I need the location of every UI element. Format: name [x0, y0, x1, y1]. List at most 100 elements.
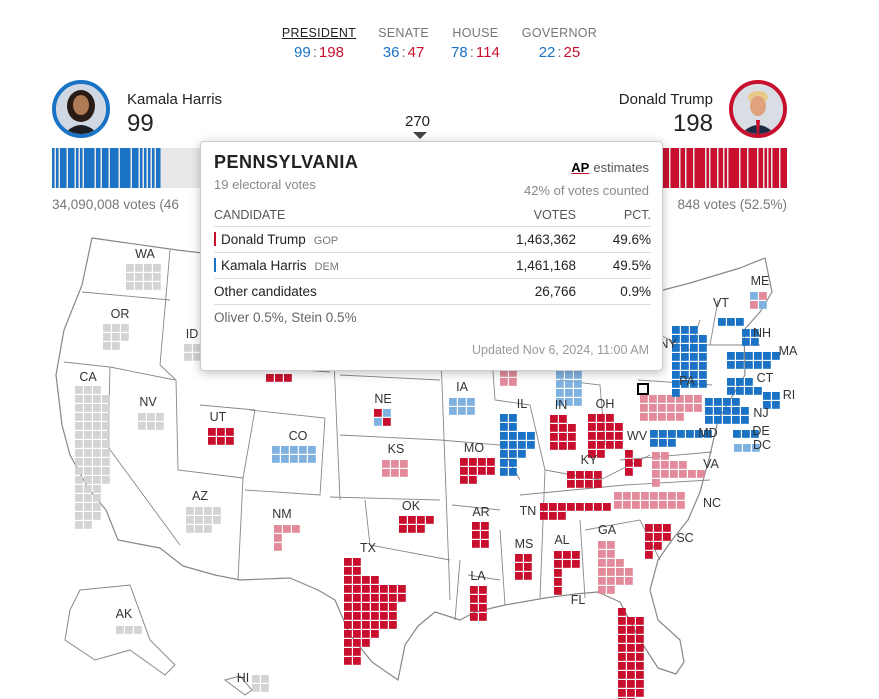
table-row: Kamala Harris DEM 1,461,168 49.5% [214, 252, 651, 279]
ev-tile [371, 603, 379, 611]
separator: : [469, 44, 474, 61]
ev-tile [458, 407, 466, 415]
ev-tile [479, 604, 487, 612]
header-pct: PCT. [576, 208, 651, 227]
ev-tile [509, 423, 517, 431]
separator: : [312, 44, 317, 61]
ev-tile [362, 576, 370, 584]
ev-tile [563, 560, 571, 568]
ev-tile [572, 560, 580, 568]
state-border [529, 404, 546, 471]
results-table: CANDIDATE VOTES PCT. Donald Trump GOP 1,4… [214, 208, 651, 305]
ev-tile [213, 507, 221, 515]
ev-tile [479, 595, 487, 603]
ev-tile [636, 689, 644, 697]
ev-tile [398, 585, 406, 593]
ev-tile [426, 516, 434, 524]
tab-governor[interactable]: GOVERNOR 22:25 [522, 26, 597, 61]
ev-tile [772, 392, 780, 400]
ev-tile [658, 404, 666, 412]
ev-tile [362, 630, 370, 638]
ev-tile [138, 413, 146, 421]
tab-house[interactable]: HOUSE 78:114 [451, 26, 500, 61]
ev-tile [598, 550, 606, 558]
ev-tile [616, 568, 624, 576]
ev-tile [585, 503, 593, 511]
ev-tile [565, 371, 573, 379]
ev-tile [102, 449, 110, 457]
state-label-md: MD [698, 426, 717, 440]
ev-tile [272, 455, 280, 463]
ev-tile [649, 395, 657, 403]
ev-tile [478, 458, 486, 466]
ev-bar-segment-rep [662, 148, 669, 188]
ev-tile [565, 389, 573, 397]
ev-tile [284, 374, 292, 382]
dem-count: 22 [538, 44, 556, 61]
ev-tile [772, 352, 780, 360]
ev-bar-segment-rep [764, 148, 767, 188]
state-label-mo: MO [464, 441, 484, 455]
state-border [109, 366, 176, 381]
ev-tile [460, 458, 468, 466]
ev-tile [667, 413, 675, 421]
vote-count: 1,463,362 [458, 226, 576, 253]
state-label-in: IN [555, 398, 568, 412]
candidate-name: Donald Trump [221, 232, 306, 247]
state-label-or: OR [111, 307, 130, 321]
ev-tile [102, 413, 110, 421]
ev-tile [705, 407, 713, 415]
ev-tile [138, 422, 146, 430]
ev-tile [615, 432, 623, 440]
state-border [439, 329, 451, 601]
ev-tile [500, 468, 508, 476]
ev-tile [650, 501, 658, 509]
ev-tile [772, 401, 780, 409]
ev-tile [652, 461, 660, 469]
ev-tile [627, 680, 635, 688]
state-label-me: ME [751, 274, 770, 288]
ev-tile [734, 444, 742, 452]
ev-tile [704, 430, 712, 438]
updated-timestamp: Updated Nov 6, 2024, 11:00 AM [472, 343, 649, 357]
ev-tile [625, 459, 633, 467]
ev-tile [627, 635, 635, 643]
ev-tile [681, 335, 689, 343]
ev-tile [625, 468, 633, 476]
ev-tile [524, 554, 532, 562]
ev-bar-segment-rep [772, 148, 779, 188]
ev-tile [208, 437, 216, 445]
ev-bar-segment-rep [758, 148, 763, 188]
ev-tile [607, 568, 615, 576]
ev-tile [661, 452, 669, 460]
ev-tile [679, 461, 687, 469]
ev-tile [204, 525, 212, 533]
ev-tile [217, 428, 225, 436]
ev-tile [147, 413, 155, 421]
state-border [499, 529, 506, 606]
ev-tile [759, 292, 767, 300]
ev-tile [204, 507, 212, 515]
ev-tile [135, 282, 143, 290]
state-label-sc: SC [676, 531, 693, 545]
ev-tile [344, 567, 352, 575]
ev-tile [688, 470, 696, 478]
trump-votes: 848 votes (52.5%) [677, 197, 787, 212]
ev-tile [618, 626, 626, 634]
race-tabs: PRESIDENT 99:198 SENATE 36:47 HOUSE 78:1… [0, 26, 879, 61]
ev-tile [500, 450, 508, 458]
ev-tile [681, 371, 689, 379]
state-border [159, 364, 177, 381]
ev-tile [568, 442, 576, 450]
ev-tile [84, 431, 92, 439]
ev-tile [732, 416, 740, 424]
ev-tile [661, 470, 669, 478]
ev-tile [556, 398, 564, 406]
dem-count: 36 [382, 44, 400, 61]
vote-pct: 49.5% [576, 252, 651, 279]
ev-tile [292, 525, 300, 533]
ev-tile [677, 501, 685, 509]
tab-president[interactable]: PRESIDENT 99:198 [282, 26, 356, 61]
tab-senate[interactable]: SENATE 36:47 [378, 26, 429, 61]
ev-tile [144, 264, 152, 272]
